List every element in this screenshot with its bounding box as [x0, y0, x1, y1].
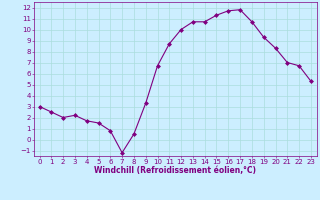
- X-axis label: Windchill (Refroidissement éolien,°C): Windchill (Refroidissement éolien,°C): [94, 166, 256, 175]
